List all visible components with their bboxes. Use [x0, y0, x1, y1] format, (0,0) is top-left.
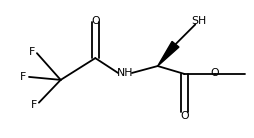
- Text: O: O: [180, 111, 189, 120]
- Text: O: O: [211, 68, 219, 78]
- Text: NH: NH: [117, 68, 133, 78]
- Text: O: O: [91, 16, 100, 26]
- Text: F: F: [31, 100, 37, 110]
- Text: SH: SH: [192, 16, 207, 26]
- Polygon shape: [158, 41, 179, 66]
- Text: F: F: [20, 72, 26, 82]
- Text: F: F: [29, 47, 35, 57]
